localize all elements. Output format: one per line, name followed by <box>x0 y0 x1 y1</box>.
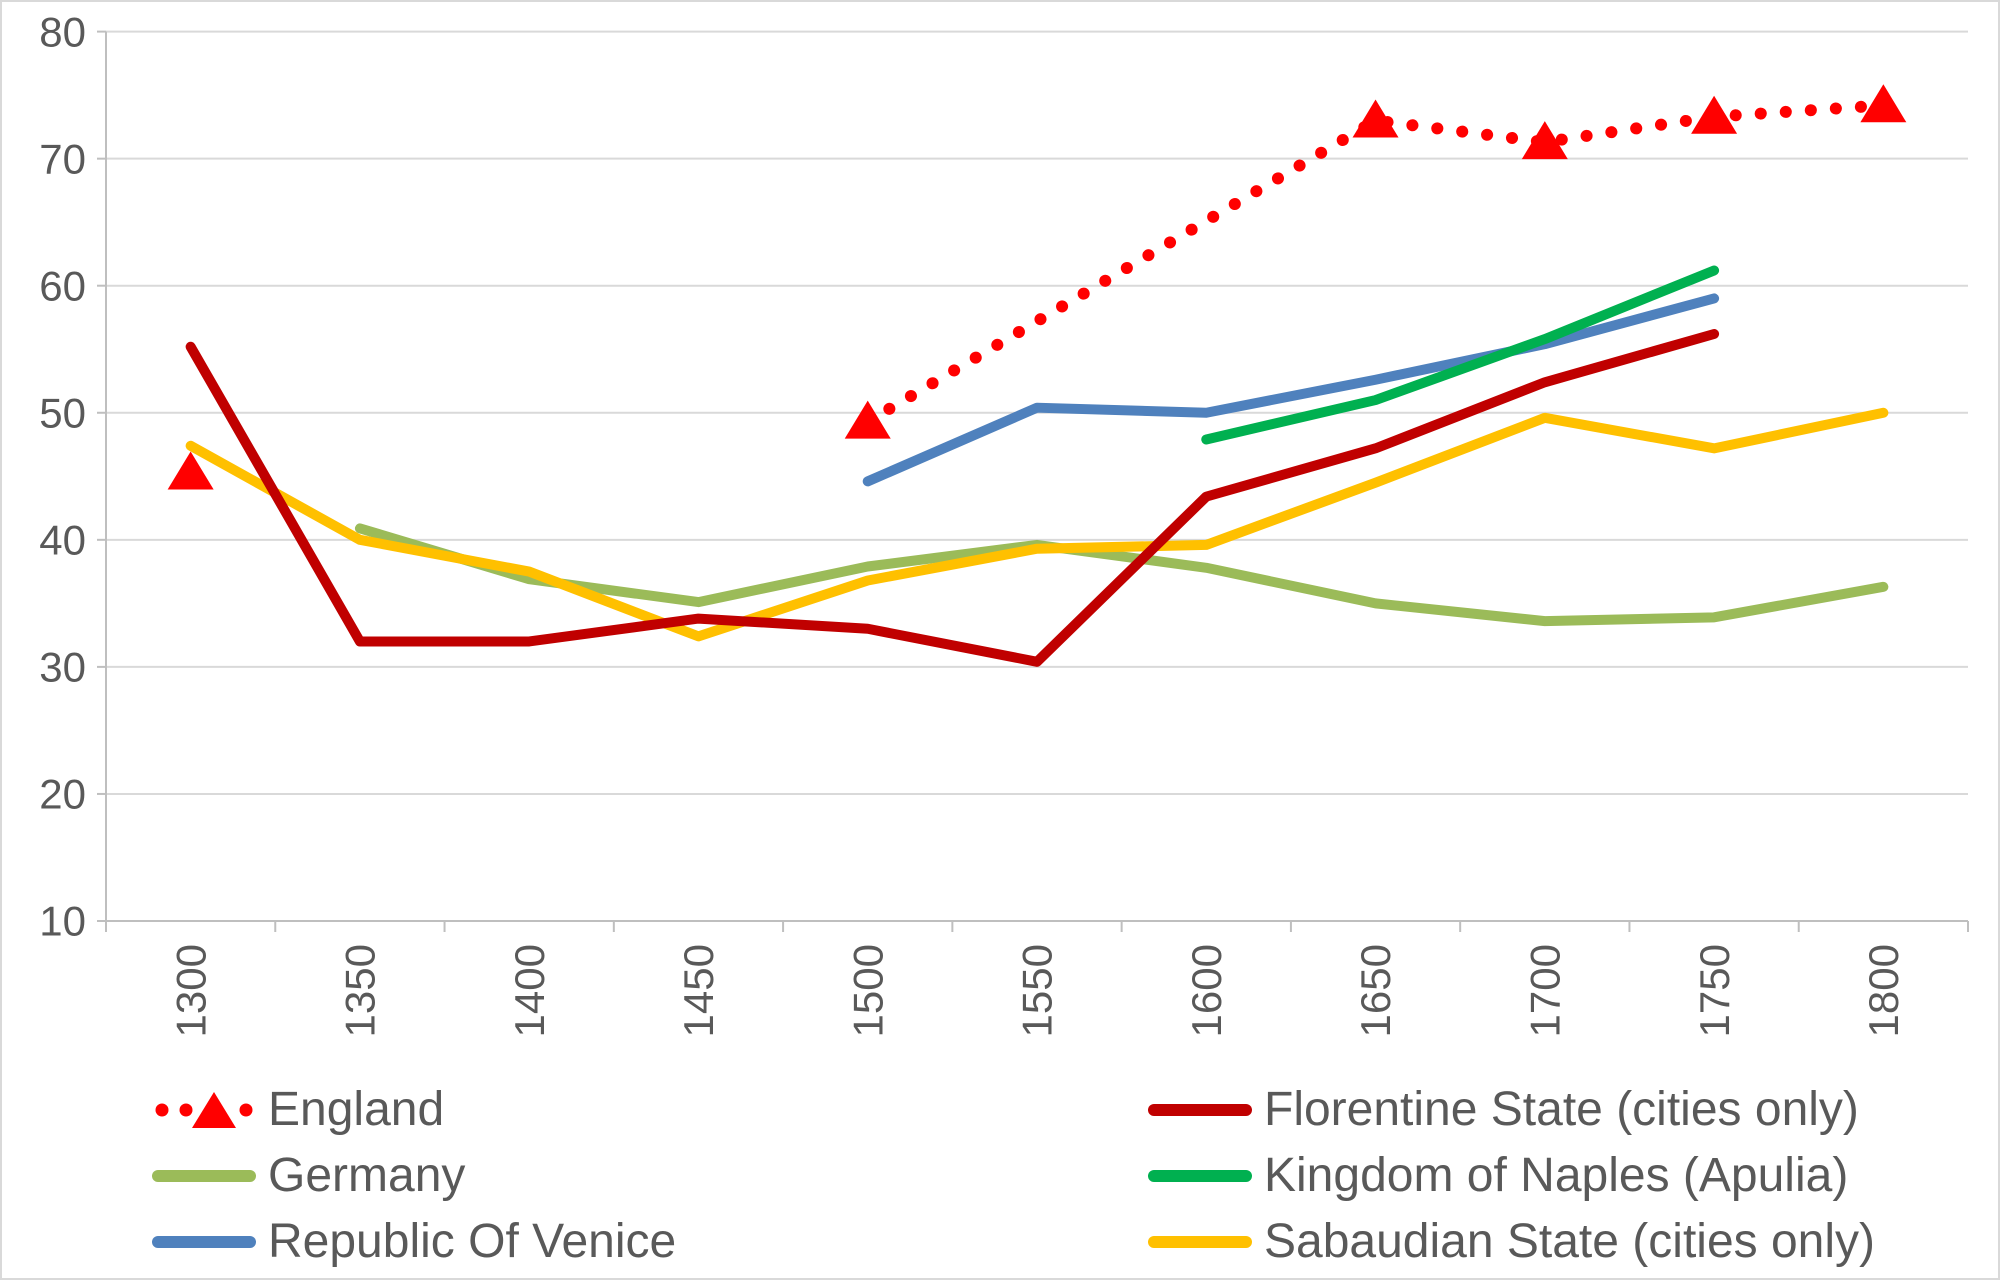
y-axis-label-40: 40 <box>39 517 86 564</box>
x-axis-label-1400: 1400 <box>506 944 553 1037</box>
y-axis-label-60: 60 <box>39 262 86 309</box>
x-axis-label-1500: 1500 <box>844 944 891 1037</box>
legend-label-naples: Kingdom of Naples (Apulia) <box>1264 1149 1849 1202</box>
england-swatch-shape <box>192 1092 236 1128</box>
legend-label-sabaudian: Sabaudian State (cities only) <box>1264 1215 1876 1268</box>
legend-item-venice: Republic Of Venice <box>152 1214 676 1270</box>
series-line-florentine <box>185 328 1720 667</box>
florentine-legend-marker-icon <box>1148 1104 1252 1116</box>
x-axis-label-1750: 1750 <box>1691 944 1738 1037</box>
england-swatch-shape <box>179 1103 193 1117</box>
germany-legend-marker-icon <box>152 1170 256 1182</box>
x-axis-label-1600: 1600 <box>1183 944 1230 1037</box>
legend-item-naples: Kingdom of Naples (Apulia) <box>1148 1148 1875 1204</box>
series-marker-england-1650 <box>1352 99 1399 138</box>
legend-item-england: England <box>152 1082 676 1138</box>
sabaudian-legend-marker-icon <box>1148 1236 1252 1248</box>
x-axis-label-1350: 1350 <box>337 944 384 1037</box>
series-marker-england-1300 <box>167 451 214 490</box>
y-axis-label-10: 10 <box>39 898 86 945</box>
legend-label-venice: Republic Of Venice <box>268 1215 677 1268</box>
x-axis-label-1700: 1700 <box>1522 944 1569 1037</box>
england-swatch-shape <box>155 1103 169 1117</box>
series-marker-england-1750 <box>1691 95 1738 134</box>
legend-label-england: England <box>268 1083 445 1136</box>
legend-label-germany: Germany <box>268 1149 466 1202</box>
series-line-naples <box>1201 265 1720 445</box>
legend-item-sabaudian: Sabaudian State (cities only) <box>1148 1214 1875 1270</box>
series-line-germany <box>354 523 1889 627</box>
y-axis-label-20: 20 <box>39 771 86 818</box>
series-line-england <box>861 99 1890 428</box>
x-axis-label-1650: 1650 <box>1352 944 1399 1037</box>
legend-column-left: England Germany Republic Of Venice <box>152 1082 676 1278</box>
series-marker-england-1700 <box>1521 121 1568 160</box>
x-axis-label-1800: 1800 <box>1860 944 1907 1037</box>
legend-item-florentine: Florentine State (cities only) <box>1148 1082 1875 1138</box>
series-line-venice <box>862 293 1720 487</box>
legend-label-florentine: Florentine State (cities only) <box>1264 1083 1859 1136</box>
x-axis-label-1550: 1550 <box>1014 944 1061 1037</box>
y-axis-label-80: 80 <box>39 8 86 55</box>
naples-legend-marker-icon <box>1148 1170 1252 1182</box>
series-marker-england-1800 <box>1860 84 1907 123</box>
series-line-sabaudian <box>185 407 1889 642</box>
venice-legend-marker-icon <box>152 1236 256 1248</box>
england-swatch-shape <box>239 1103 253 1117</box>
x-axis-label-1300: 1300 <box>167 944 214 1037</box>
england-legend-marker-icon <box>155 1092 253 1128</box>
x-axis-label-1450: 1450 <box>675 944 722 1037</box>
y-axis-label-50: 50 <box>39 389 86 436</box>
legend-column-right: Florentine State (cities only) Kingdom o… <box>1148 1082 1875 1278</box>
y-axis-label-70: 70 <box>39 135 86 182</box>
y-axis-label-30: 30 <box>39 644 86 691</box>
legend-item-germany: Germany <box>152 1148 676 1204</box>
series-marker-england-1500 <box>844 400 891 439</box>
